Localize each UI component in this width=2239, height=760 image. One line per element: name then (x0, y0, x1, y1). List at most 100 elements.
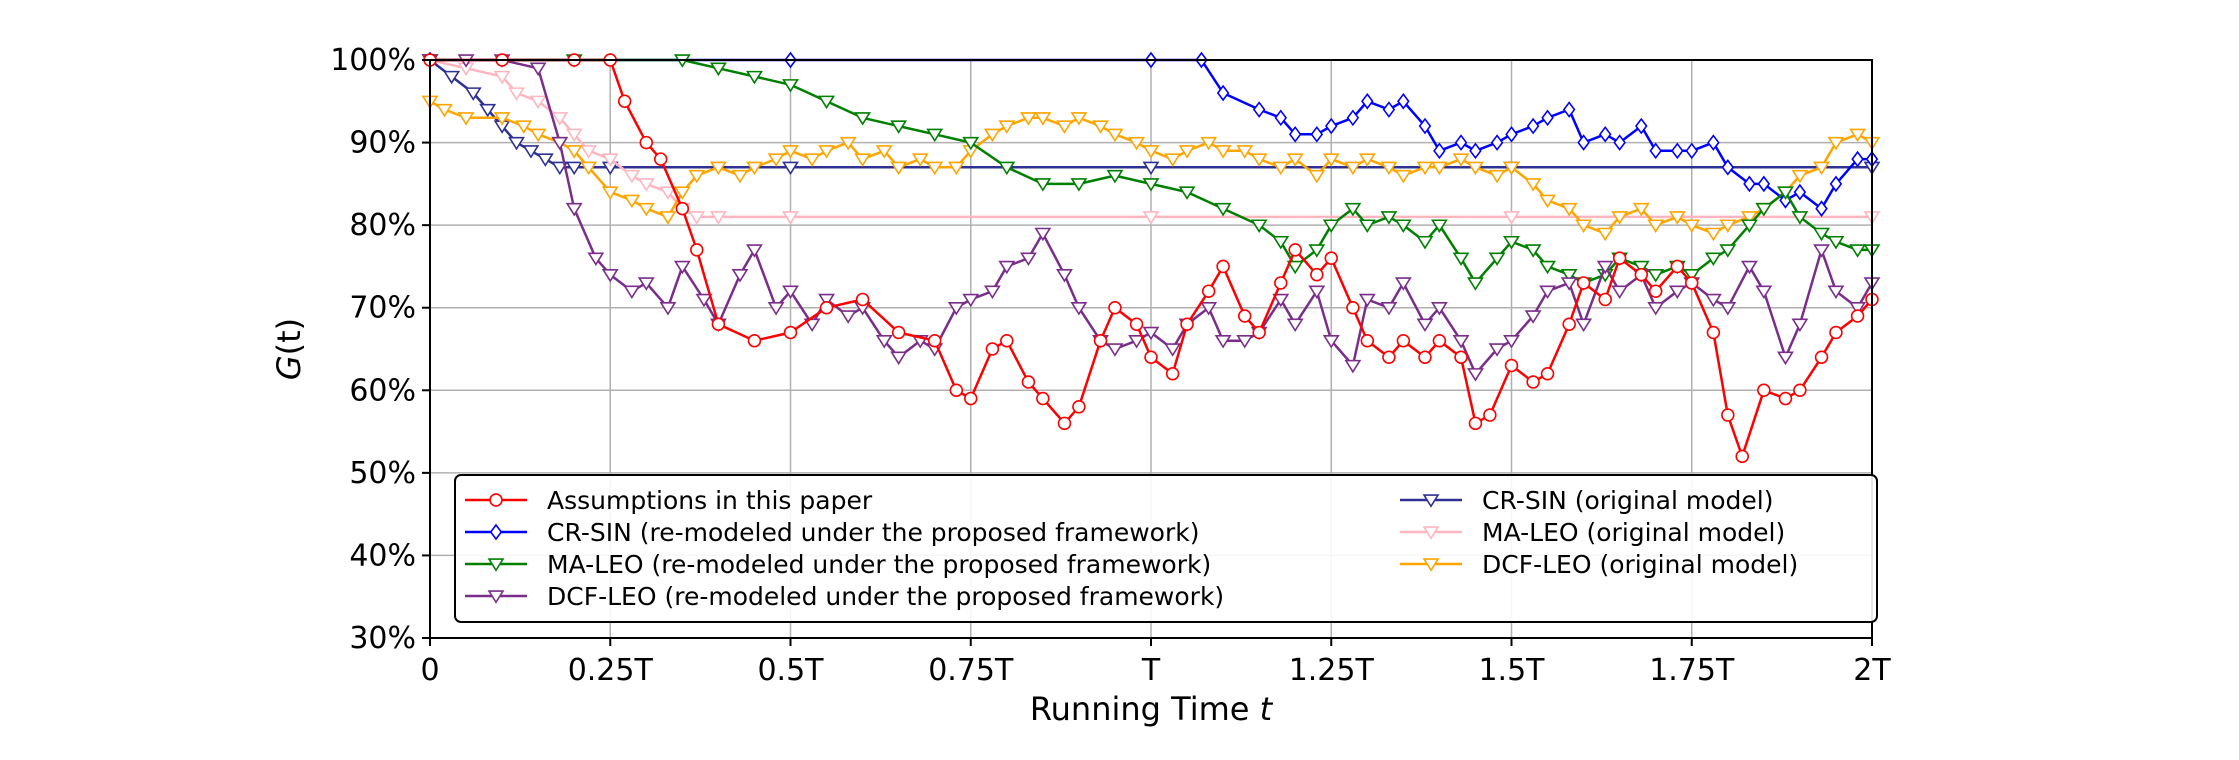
series-marker (747, 333, 762, 348)
series-marker (1358, 293, 1376, 308)
series-marker (1236, 335, 1254, 349)
series-marker (493, 112, 511, 126)
series-marker (1668, 211, 1686, 225)
x-tick-label: 0.75T (928, 653, 1014, 688)
series-marker (536, 153, 554, 167)
series-marker (522, 145, 540, 159)
series-marker (875, 145, 893, 159)
y-tick-label: 100% (330, 43, 416, 78)
series-marker (1685, 276, 1699, 290)
series-lines (421, 51, 1881, 464)
series-marker (1483, 408, 1497, 422)
series-marker (854, 112, 872, 126)
series-marker (1670, 259, 1685, 274)
series-marker (1850, 309, 1865, 323)
series-marker (1503, 161, 1520, 176)
series-marker (601, 186, 619, 200)
legend: Assumptions in this paper CR-SIN (re-mode… (454, 474, 1878, 623)
series-marker (1288, 125, 1302, 143)
series-marker (1612, 251, 1627, 265)
series-marker (1394, 169, 1412, 184)
series-marker (1036, 391, 1050, 406)
series-marker (746, 70, 763, 85)
series-marker (637, 178, 655, 192)
series-marker (529, 128, 547, 143)
series-marker (1070, 178, 1088, 192)
series-line (430, 58, 1872, 210)
series-marker (1813, 244, 1830, 258)
series-marker (926, 161, 944, 176)
x-tick-label: T (1141, 653, 1161, 688)
series-marker (1092, 120, 1109, 134)
series-marker (690, 243, 704, 257)
series-marker (551, 136, 569, 151)
series-marker (746, 161, 763, 176)
series-marker (1632, 202, 1650, 217)
series-marker (983, 128, 1001, 143)
series-marker (1454, 350, 1468, 365)
series-marker (464, 87, 482, 101)
series-marker (1142, 326, 1160, 341)
legend-box (454, 474, 1878, 623)
series-marker (1829, 175, 1843, 193)
series-marker (1849, 128, 1867, 143)
legend-label: CR-SIN (re-modeled under the proposed fr… (547, 518, 1199, 547)
series-marker (1791, 211, 1809, 225)
series-marker (1791, 169, 1809, 184)
series-marker (1719, 302, 1737, 316)
series-marker (659, 211, 677, 225)
series-marker (1849, 302, 1867, 316)
series-marker (1093, 333, 1108, 348)
series-marker (1418, 117, 1432, 135)
series-marker (1735, 449, 1749, 464)
series-marker (1142, 178, 1160, 192)
series-marker (1648, 284, 1663, 298)
series-group (421, 54, 1881, 291)
series-marker (1432, 333, 1447, 348)
series-marker (1704, 293, 1722, 308)
series-marker (443, 70, 461, 85)
series-marker (1178, 186, 1196, 200)
series-marker (1490, 134, 1504, 151)
series-marker (1596, 227, 1614, 242)
series-marker (1057, 416, 1072, 431)
series-marker (1422, 526, 1440, 540)
x-axis-title-var: t (1260, 690, 1274, 728)
series-marker (1070, 112, 1088, 126)
series-marker (1056, 120, 1073, 134)
series-marker (1454, 134, 1468, 151)
series-marker (457, 112, 475, 126)
axis-ticks: 0 0.25T 0.5T 0.75T T 1.25T 1.5T 1.75T 2T 30% 40% 50… (330, 43, 1891, 688)
series-marker (1418, 350, 1432, 365)
series-marker (1286, 260, 1304, 275)
series-marker (1560, 277, 1578, 291)
series-marker (926, 128, 944, 143)
y-axis-title: G(t) (270, 318, 308, 380)
series-marker (1416, 235, 1434, 250)
legend-item: CR-SIN (original model) (1400, 486, 1773, 515)
series-marker (1757, 175, 1771, 193)
series-marker (489, 493, 503, 507)
series-marker (601, 268, 619, 283)
x-axis-title: Running Time t (1030, 690, 1274, 728)
series-marker (875, 335, 893, 349)
x-tick-label: 0.25T (568, 653, 654, 688)
series-marker (1683, 219, 1701, 233)
series-marker (1072, 400, 1086, 414)
series-marker (1467, 161, 1484, 176)
series-marker (515, 120, 533, 134)
series-marker (601, 153, 619, 167)
series-marker (1577, 134, 1590, 151)
series-marker (1541, 109, 1554, 127)
series-marker (1070, 302, 1088, 316)
series-marker (731, 268, 749, 283)
series-marker (855, 292, 870, 307)
series-marker (1596, 260, 1614, 275)
series-marker (746, 244, 763, 258)
series-marker (1778, 391, 1793, 406)
series-marker (1308, 285, 1326, 300)
series-marker (711, 317, 726, 331)
series-marker (963, 391, 978, 406)
series-marker (1165, 367, 1180, 381)
series-marker (1430, 219, 1448, 233)
